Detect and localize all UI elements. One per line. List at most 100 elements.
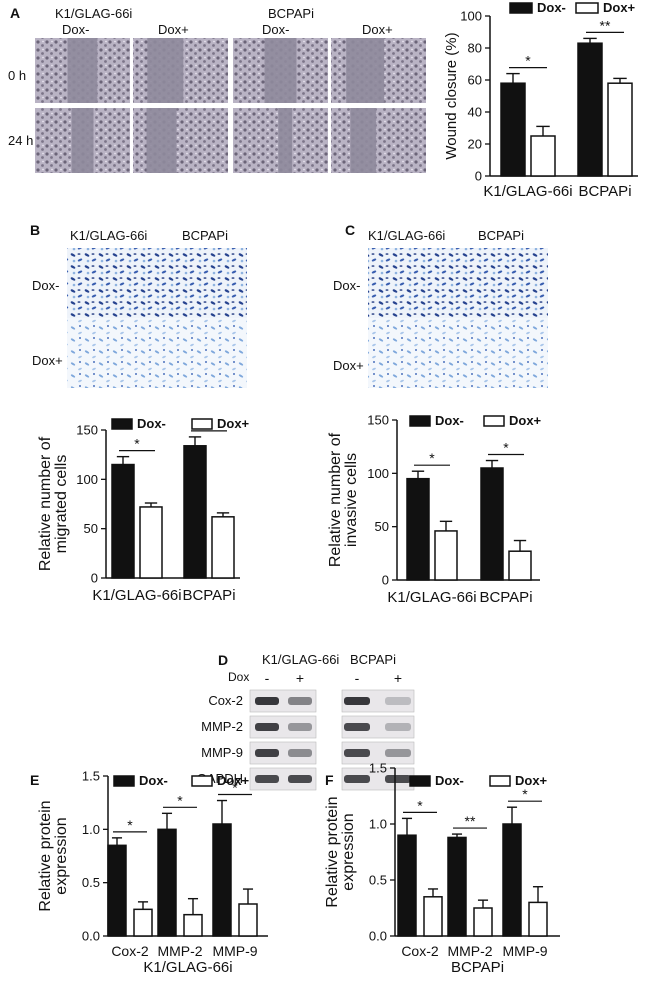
protein-expression-bcpap-chart: 0.0 0.5 1.0 1.5 Relative proteinexpression * C… — [324, 761, 560, 976]
significance-marker: * — [127, 817, 133, 833]
panel-D-group-label-2: BCPAPi — [350, 652, 396, 667]
significance-marker: * — [417, 797, 423, 813]
blot-band — [385, 697, 411, 705]
panel-B-row-label-2: Dox+ — [32, 353, 63, 368]
blot-band — [344, 749, 370, 757]
protein-label: MMP-9 — [201, 745, 243, 760]
migration-micrograph-dox-plus — [67, 318, 247, 388]
x-category-label: BCPAPi — [182, 587, 235, 604]
y-tick-label: 1.5 — [82, 769, 100, 784]
blot-band — [288, 749, 312, 757]
panel-C-row-label-2: Dox+ — [333, 358, 364, 373]
panel-D: D K1/GLAG-66i BCPAPi Dox - + - + Cox-2 MMP-2 M… — [197, 652, 415, 791]
y-tick-label: 20 — [468, 137, 482, 152]
y-tick-label: 100 — [367, 466, 389, 481]
panel-B: B K1/GLAG-66i BCPAPi Dox- Dox+ 0 50 100 150… — [30, 222, 250, 604]
x-category-label: BCPAPi — [479, 589, 532, 606]
y-axis-label: Relative proteinexpression — [37, 800, 70, 911]
panel-A-col-label-1: Dox- — [62, 22, 89, 37]
panel-D-group-label-1: K1/GLAG-66i — [262, 652, 339, 667]
x-category-label: MMP-2 — [157, 943, 202, 959]
legend-swatch-dox-plus — [575, 2, 599, 14]
blot-band — [344, 723, 370, 731]
y-axis-label-line: Wound closure (%) — [443, 32, 460, 159]
blot-band — [255, 723, 279, 731]
blot-band — [385, 749, 411, 757]
y-axis-label-line: expression — [340, 813, 357, 890]
bar-dox-minus-3 — [212, 823, 232, 937]
y-tick-label: 0 — [382, 573, 389, 588]
y-axis-label-line: Relative number of — [327, 432, 344, 567]
y-axis-label-line: Relative number of — [37, 436, 54, 571]
x-category-label: K1/GLAG-66i — [387, 589, 476, 606]
protein-label: Cox-2 — [208, 693, 243, 708]
panel-C-group-label-1: K1/GLAG-66i — [368, 228, 445, 243]
x-category-label: MMP-2 — [447, 943, 492, 959]
invasion-micrograph-dox-minus — [368, 248, 548, 318]
y-tick-label: 40 — [468, 105, 482, 120]
panel-A-row-label-2: 24 h — [8, 133, 33, 148]
panel-letter-C: C — [345, 222, 355, 238]
legend-label: Dox- — [137, 416, 166, 431]
legend-label: Dox+ — [509, 413, 542, 428]
bar-dox-minus-3 — [502, 823, 522, 937]
significance-marker: ** — [600, 17, 611, 33]
bar-dox-plus-1 — [434, 530, 458, 581]
y-tick-label: 60 — [468, 73, 482, 88]
scratch-gap-r2-c3 — [278, 108, 293, 173]
significance-marker: ** — [465, 813, 476, 829]
scratch-gap-r1-c1 — [67, 38, 98, 103]
panel-B-row-label-1: Dox- — [32, 278, 59, 293]
x-category-label: K1/GLAG-66i — [92, 587, 181, 604]
significance-marker: * — [522, 786, 528, 802]
blot-strip-k1 — [249, 689, 317, 713]
panel-letter-E: E — [30, 772, 39, 788]
y-tick-label: 0 — [91, 571, 98, 586]
y-tick-label: 0.0 — [82, 929, 100, 944]
panel-letter-B: B — [30, 222, 40, 238]
blot-band — [385, 723, 411, 731]
panel-A-col-label-4: Dox+ — [362, 22, 393, 37]
panel-C-row-label-1: Dox- — [333, 278, 360, 293]
scratch-gap-r2-c2 — [146, 108, 177, 173]
lane-sign: - — [355, 670, 360, 686]
bar-dox-plus-1 — [530, 135, 556, 177]
significance-marker: * — [429, 450, 435, 466]
blot-band — [344, 697, 370, 705]
bar-dox-plus-2 — [607, 82, 633, 177]
x-category-label: Cox-2 — [111, 943, 149, 959]
legend-label: Dox- — [139, 773, 168, 788]
significance-marker: * — [525, 53, 531, 69]
blot-band — [255, 749, 279, 757]
scratch-gap-r1-c4 — [346, 38, 385, 103]
legend-swatch-dox-plus — [191, 775, 213, 787]
scratch-assay-micrographs — [35, 38, 426, 173]
legend-label: Dox+ — [515, 773, 548, 788]
y-tick-label: 1.0 — [369, 817, 387, 832]
significance-marker: * — [177, 792, 183, 808]
bar-dox-plus-1 — [423, 896, 443, 937]
y-tick-label: 50 — [84, 521, 98, 536]
blot-strip-k1 — [249, 767, 317, 791]
bar-dox-minus-1 — [107, 844, 127, 937]
y-tick-label: 1.5 — [369, 761, 387, 776]
legend-swatch-dox-minus — [113, 775, 135, 787]
panel-A-row-label-1: 0 h — [8, 68, 26, 83]
blot-band — [255, 697, 279, 705]
legend-label: Dox- — [435, 773, 464, 788]
legend-swatch-dox-minus — [409, 775, 431, 787]
bar-dox-plus-2 — [183, 913, 203, 937]
x-category-label: MMP-9 — [212, 943, 257, 959]
x-category-label: BCPAPi — [578, 183, 631, 200]
micrograph-r2-c4 — [331, 108, 426, 173]
bar-dox-minus-2 — [183, 445, 207, 579]
protein-expression-k1-chart: 0.0 0.5 1.0 1.5 Relative proteinexpression * C… — [37, 769, 268, 976]
legend-swatch-dox-minus — [111, 418, 133, 430]
panel-B-group-label-1: K1/GLAG-66i — [70, 228, 147, 243]
bar-dox-plus-2 — [211, 516, 235, 579]
blot-strip-k1 — [249, 741, 317, 765]
blot-band — [288, 723, 312, 731]
panel-letter-A: A — [10, 5, 20, 21]
scratch-gap-r2-c1 — [71, 108, 94, 173]
panel-F: F 0.0 0.5 1.0 1.5 Relative proteinexpression… — [324, 761, 560, 976]
